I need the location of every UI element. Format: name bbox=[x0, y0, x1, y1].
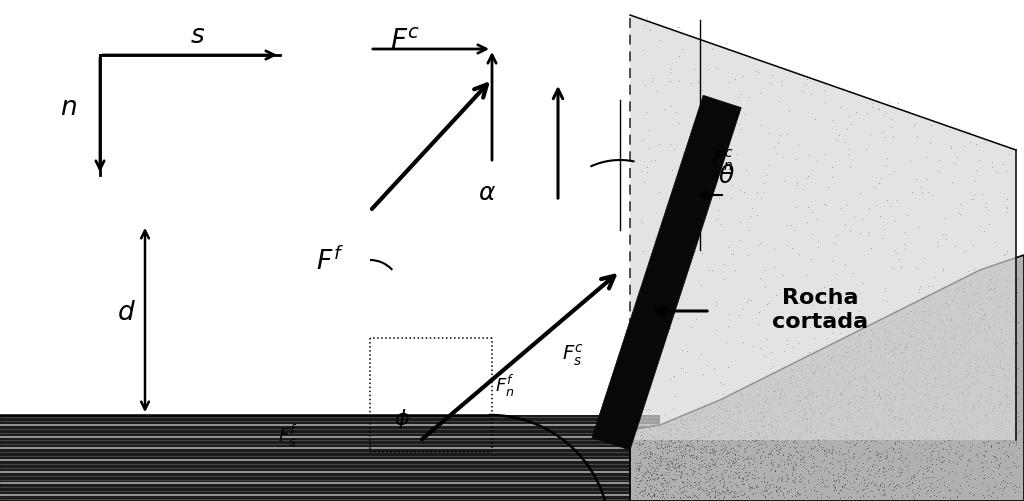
Text: $F_s^c$: $F_s^c$ bbox=[562, 342, 584, 368]
Text: $s$: $s$ bbox=[190, 23, 205, 48]
Text: $n$: $n$ bbox=[60, 95, 77, 120]
Polygon shape bbox=[630, 255, 1024, 501]
Text: Rocha
cortada: Rocha cortada bbox=[772, 289, 868, 332]
Polygon shape bbox=[592, 95, 741, 450]
Text: $F^f$: $F^f$ bbox=[316, 246, 344, 275]
Text: $F^c$: $F^c$ bbox=[390, 29, 421, 56]
Text: $\alpha$: $\alpha$ bbox=[478, 182, 496, 205]
Bar bbox=[0, 415, 660, 501]
Text: $F_n^f$: $F_n^f$ bbox=[495, 373, 515, 399]
Polygon shape bbox=[630, 15, 1016, 440]
Text: $F_n^c$: $F_n^c$ bbox=[712, 147, 734, 173]
Text: $\theta$: $\theta$ bbox=[718, 165, 735, 188]
Text: $d$: $d$ bbox=[117, 300, 136, 325]
Text: $F_s^f$: $F_s^f$ bbox=[278, 423, 298, 449]
Text: $\phi$: $\phi$ bbox=[394, 407, 410, 431]
